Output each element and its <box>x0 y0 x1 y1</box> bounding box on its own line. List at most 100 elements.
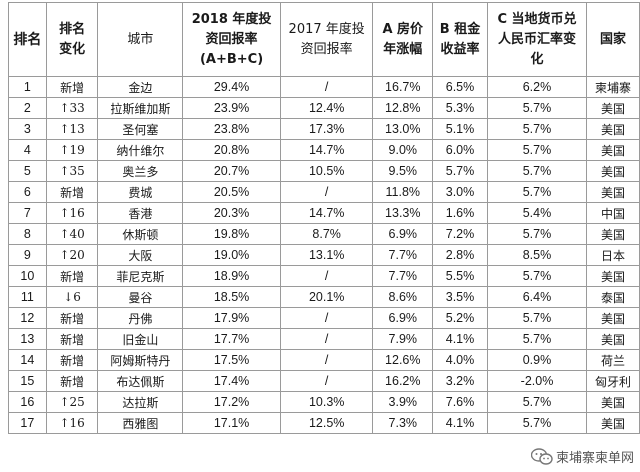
cell-fx-change: 6.4% <box>486 286 588 308</box>
cell-rank: 9 <box>8 244 47 266</box>
cell-return-2017: / <box>279 76 374 98</box>
cell-fx-change: 5.7% <box>486 118 588 140</box>
investment-return-table: 排名 排名变化 城市 2018 年度投资回报率 (A+B+C) 2017 年度投… <box>8 2 640 434</box>
cell-rank: 17 <box>8 412 47 434</box>
cell-return-2018: 17.1% <box>182 412 281 434</box>
cell-city: 西雅图 <box>97 412 184 434</box>
cell-country: 美国 <box>586 181 640 203</box>
cell-city: 达拉斯 <box>97 391 184 413</box>
table-row: 15 新增 布达佩斯 17.4%/16.2% 3.2% -2.0% 匈牙利 <box>8 370 640 392</box>
header-country: 国家 <box>586 2 640 77</box>
cell-country: 美国 <box>586 391 640 413</box>
table-row: 13 新增 旧金山 17.7%/7.9% 4.1% 5.7% 美国 <box>8 328 640 350</box>
cell-country: 美国 <box>586 307 640 329</box>
cell-country: 日本 <box>586 244 640 266</box>
cell-country: 泰国 <box>586 286 640 308</box>
table-row: 9 ↑20 大阪 19.0% 13.1% 7.7% 2.8% 8.5% 日本 <box>8 244 640 266</box>
cell-rental-yield: 7.2% <box>432 223 488 245</box>
cell-country: 美国 <box>586 160 640 182</box>
cell-fx-change: 5.7% <box>486 97 588 119</box>
header-return-2017: 2017 年度投资回报率 <box>279 2 374 77</box>
table-row: 17 ↑16 西雅图 17.1% 12.5% 7.3% 4.1% 5.7% 美国 <box>8 412 640 434</box>
cell-rank-change: ↑13 <box>45 118 99 140</box>
cell-rank: 2 <box>8 97 47 119</box>
cell-city: 奥兰多 <box>97 160 184 182</box>
cell-fx-change: 5.7% <box>486 328 588 350</box>
cell-house-price-growth: 16.2% <box>372 370 434 392</box>
cell-return-2017: 14.7% <box>279 202 374 224</box>
cell-house-price-growth: 7.7% <box>372 244 434 266</box>
cell-return-2018: 20.8% <box>182 139 281 161</box>
cell-country: 美国 <box>586 412 640 434</box>
table-row: 2 ↑33 拉斯维加斯 23.9% 12.4% 12.8% 5.3% 5.7% 美国 <box>8 97 640 119</box>
cell-fx-change: 8.5% <box>486 244 588 266</box>
cell-house-price-growth: 6.9% <box>372 223 434 245</box>
cell-rental-yield: 4.1% <box>432 328 488 350</box>
cell-fx-change: 5.7% <box>486 139 588 161</box>
cell-rank-change: ↑40 <box>45 223 99 245</box>
cell-rental-yield: 5.7% <box>432 160 488 182</box>
cell-country: 美国 <box>586 223 640 245</box>
cell-country: 美国 <box>586 118 640 140</box>
cell-city: 丹佛 <box>97 307 184 329</box>
header-city: 城市 <box>97 2 184 77</box>
cell-return-2018: 17.7% <box>182 328 281 350</box>
header-fx-change: C 当地货币兑人民币汇率变化 <box>486 2 588 77</box>
table-row: 11 ↓6 曼谷 18.5% 20.1% 8.6% 3.5% 6.4% 泰国 <box>8 286 640 308</box>
table-row: 14 新增 阿姆斯特丹 17.5%/12.6% 4.0% 0.9% 荷兰 <box>8 349 640 371</box>
cell-city: 布达佩斯 <box>97 370 184 392</box>
cell-rank-change: ↑16 <box>45 202 99 224</box>
header-rental-yield: B 租金收益率 <box>432 2 488 77</box>
cell-rental-yield: 6.5% <box>432 76 488 98</box>
cell-return-2017: / <box>279 349 374 371</box>
cell-fx-change: 5.7% <box>486 307 588 329</box>
cell-return-2017: 13.1% <box>279 244 374 266</box>
cell-return-2018: 23.8% <box>182 118 281 140</box>
cell-rental-yield: 5.5% <box>432 265 488 287</box>
cell-rank-change: 新增 <box>45 76 99 98</box>
cell-fx-change: -2.0% <box>486 370 588 392</box>
table-row: 12 新增 丹佛 17.9%/6.9% 5.2% 5.7% 美国 <box>8 307 640 329</box>
table-row: 5 ↑35 奥兰多 20.7% 10.5% 9.5% 5.7% 5.7% 美国 <box>8 160 640 182</box>
cell-house-price-growth: 6.9% <box>372 307 434 329</box>
cell-city: 旧金山 <box>97 328 184 350</box>
cell-rank-change: 新增 <box>45 349 99 371</box>
header-rank-change: 排名变化 <box>45 2 99 77</box>
cell-fx-change: 5.7% <box>486 412 588 434</box>
cell-rank-change: ↑19 <box>45 139 99 161</box>
cell-rank: 4 <box>8 139 47 161</box>
cell-return-2017: / <box>279 370 374 392</box>
cell-rank-change: 新增 <box>45 307 99 329</box>
cell-house-price-growth: 12.8% <box>372 97 434 119</box>
cell-house-price-growth: 7.3% <box>372 412 434 434</box>
cell-rental-yield: 4.1% <box>432 412 488 434</box>
cell-rank: 14 <box>8 349 47 371</box>
cell-house-price-growth: 9.5% <box>372 160 434 182</box>
cell-city: 费城 <box>97 181 184 203</box>
cell-return-2018: 20.3% <box>182 202 281 224</box>
cell-fx-change: 6.2% <box>486 76 588 98</box>
cell-rank: 3 <box>8 118 47 140</box>
cell-return-2018: 17.5% <box>182 349 281 371</box>
cell-rental-yield: 3.5% <box>432 286 488 308</box>
table-row: 1 新增 金边 29.4%/16.7% 6.5% 6.2% 柬埔寨 <box>8 76 640 98</box>
cell-return-2018: 19.8% <box>182 223 281 245</box>
watermark-text: 柬埔寨柬单网 <box>555 451 634 466</box>
watermark: 柬埔寨柬单网 <box>528 447 636 466</box>
cell-fx-change: 5.7% <box>486 265 588 287</box>
cell-rental-yield: 5.2% <box>432 307 488 329</box>
cell-city: 阿姆斯特丹 <box>97 349 184 371</box>
cell-rank-change: 新增 <box>45 328 99 350</box>
cell-rank: 16 <box>8 391 47 413</box>
cell-city: 菲尼克斯 <box>97 265 184 287</box>
header-rank: 排名 <box>8 2 47 77</box>
cell-return-2017: 14.7% <box>279 139 374 161</box>
cell-country: 美国 <box>586 265 640 287</box>
cell-return-2017: 12.4% <box>279 97 374 119</box>
cell-house-price-growth: 12.6% <box>372 349 434 371</box>
cell-house-price-growth: 13.0% <box>372 118 434 140</box>
wechat-chat-bubbles-icon <box>530 447 553 465</box>
table-row: 6 新增 费城 20.5%/11.8% 3.0% 5.7% 美国 <box>8 181 640 203</box>
table-row: 3 ↑13 圣何塞 23.8% 17.3% 13.0% 5.1% 5.7% 美国 <box>8 118 640 140</box>
cell-country: 美国 <box>586 328 640 350</box>
